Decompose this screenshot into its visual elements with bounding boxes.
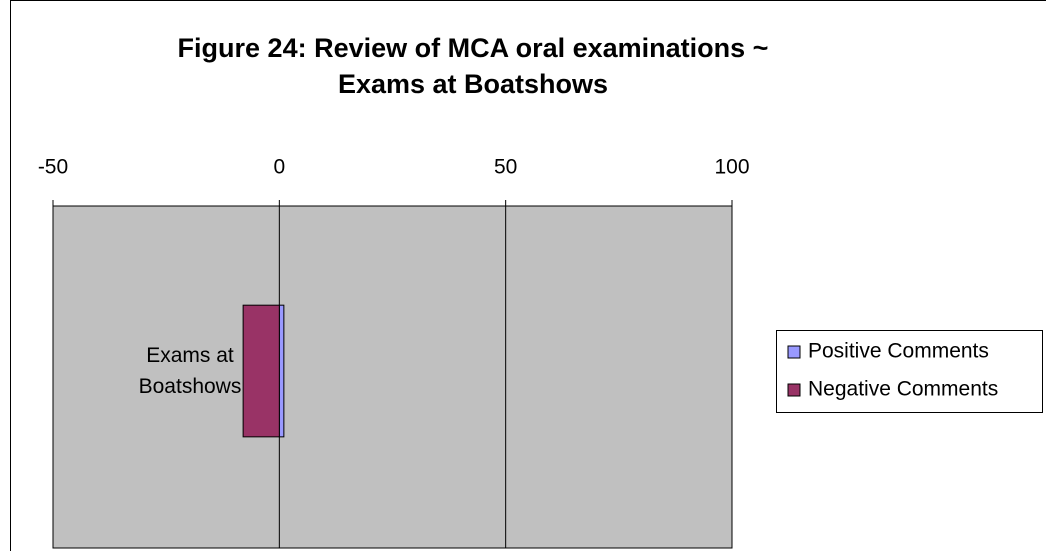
legend: [776, 330, 1043, 413]
category-label: Exams at Boatshows: [138, 344, 242, 398]
legend-swatch: [787, 345, 801, 359]
legend-label: Positive Comments: [808, 340, 989, 363]
x-tick-label: 0: [273, 156, 285, 179]
x-tick-label: 50: [494, 156, 517, 179]
plot-area: [52, 205, 733, 549]
bar: [278, 304, 285, 438]
legend-label: Negative Comments: [808, 378, 998, 401]
bar: [242, 304, 280, 438]
chart-title: Figure 24: Review of MCA oral examinatio…: [177, 33, 769, 99]
legend-swatch: [787, 383, 801, 397]
x-tick-label: 100: [714, 156, 749, 179]
x-tick-label: -50: [38, 156, 68, 179]
